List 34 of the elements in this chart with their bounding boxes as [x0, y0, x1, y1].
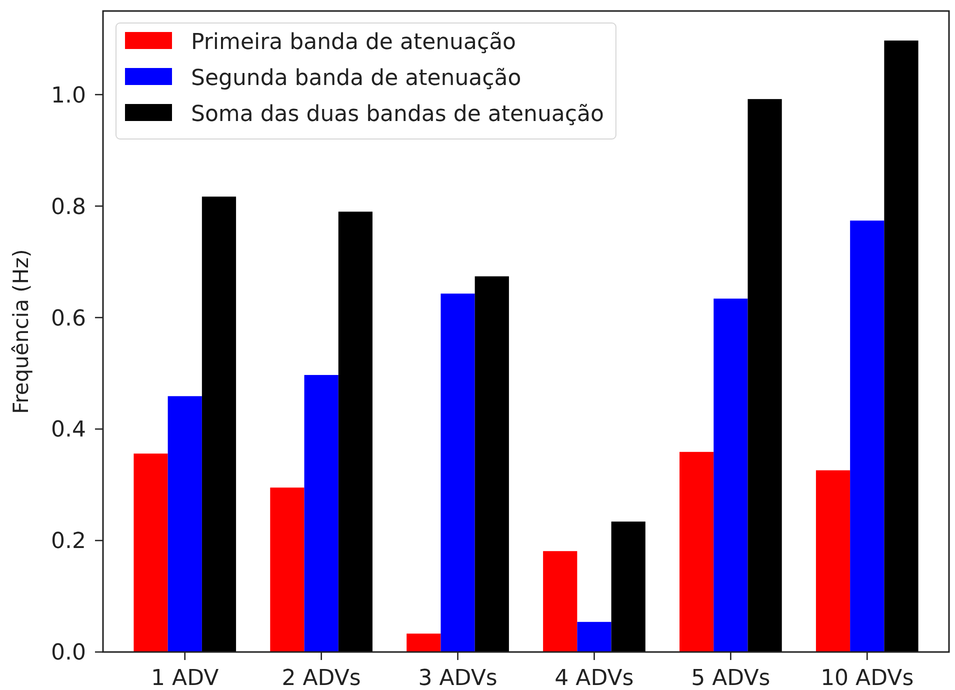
y-tick-label: 0.8 — [51, 194, 86, 220]
x-tick-label: 5 ADVs — [691, 666, 770, 690]
y-tick-label: 0.6 — [51, 306, 86, 332]
x-tick-label: 2 ADVs — [282, 666, 361, 690]
bar — [680, 452, 714, 652]
legend-label: Primeira banda de atenuação — [191, 30, 516, 55]
x-tick-label: 4 ADVs — [554, 666, 634, 690]
y-tick-label: 0.0 — [51, 640, 86, 666]
bar — [304, 374, 338, 652]
bar — [748, 99, 782, 652]
bar — [577, 622, 612, 652]
bar — [270, 488, 304, 652]
x-tick-label: 1 ADV — [151, 666, 219, 690]
bar — [406, 634, 441, 652]
x-tick-label: 10 ADVs — [820, 666, 914, 690]
y-axis-title: Frequência (Hz) — [9, 249, 33, 414]
legend-label: Segunda banda de atenuação — [191, 66, 522, 91]
y-tick-label: 0.2 — [51, 529, 86, 554]
y-tick-label: 0.4 — [51, 418, 86, 443]
bar — [850, 220, 884, 652]
bar — [474, 276, 509, 652]
x-tick-label: 3 ADVs — [418, 666, 498, 690]
bar — [134, 454, 168, 652]
bar — [816, 470, 850, 652]
bar — [884, 40, 918, 652]
bar — [168, 396, 202, 652]
bar — [543, 551, 578, 652]
bar — [611, 522, 646, 652]
y-tick-label: 1.0 — [51, 83, 86, 108]
bar — [714, 298, 748, 652]
bar — [338, 212, 372, 652]
legend-label: Soma das duas bandas de atenuação — [191, 102, 604, 127]
bar — [202, 196, 236, 652]
bar — [440, 294, 475, 652]
